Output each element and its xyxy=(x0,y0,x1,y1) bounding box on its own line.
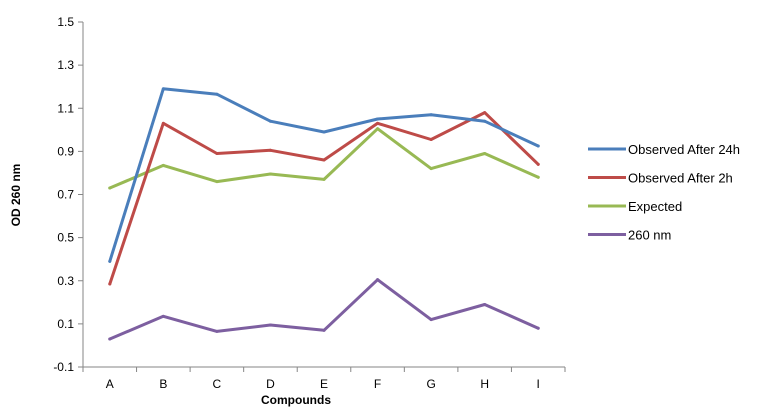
legend-label: Observed After 2h xyxy=(628,171,733,186)
data-point xyxy=(429,113,433,117)
y-axis-ticks: -0.1 0.1 0.3 0.5 0.7 0.9 1.1 1.3 1.5 xyxy=(53,15,83,374)
legend-item: 260 nm xyxy=(588,228,671,243)
x-tick-label: H xyxy=(480,377,489,391)
data-point xyxy=(108,259,112,263)
data-point xyxy=(429,318,433,322)
data-point xyxy=(536,162,540,166)
data-point xyxy=(215,92,219,96)
data-point xyxy=(215,152,219,156)
x-tick-label: F xyxy=(374,377,381,391)
data-point xyxy=(322,177,326,181)
x-tick-label: C xyxy=(213,377,222,391)
x-axis-title: Compounds xyxy=(261,393,331,407)
data-point xyxy=(536,326,540,330)
data-point xyxy=(108,186,112,190)
data-point xyxy=(322,158,326,162)
data-point xyxy=(268,323,272,327)
data-point xyxy=(483,302,487,306)
series-line-1 xyxy=(108,87,540,263)
x-tick-label: A xyxy=(106,377,114,391)
y-tick-label: 0.5 xyxy=(57,231,74,245)
data-point xyxy=(483,119,487,123)
legend-item: Observed After 2h xyxy=(588,171,733,186)
data-point xyxy=(483,152,487,156)
data-point xyxy=(161,87,165,91)
data-point xyxy=(268,172,272,176)
data-point xyxy=(536,144,540,148)
x-tick-label: B xyxy=(159,377,167,391)
y-axis-title: OD 260 nm xyxy=(9,164,23,227)
y-tick-label: 0.1 xyxy=(57,317,74,331)
data-point xyxy=(483,111,487,115)
y-tick-label: 1.3 xyxy=(57,58,74,72)
data-point xyxy=(429,138,433,142)
data-point xyxy=(536,175,540,179)
y-tick-label: -0.1 xyxy=(53,360,74,374)
data-point xyxy=(322,130,326,134)
y-tick-label: 0.9 xyxy=(57,144,74,158)
x-tick-label: E xyxy=(320,377,328,391)
legend-item: Expected xyxy=(588,199,682,214)
data-point xyxy=(161,121,165,125)
x-tick-label: G xyxy=(426,377,435,391)
data-point xyxy=(376,117,380,121)
x-axis-ticks: A B C D E F G H I xyxy=(82,367,566,391)
legend: Observed After 24h Observed After 2h Expec… xyxy=(588,142,740,243)
data-point xyxy=(268,119,272,123)
series-lines xyxy=(108,87,540,341)
y-tick-label: 0.3 xyxy=(57,274,74,288)
data-point xyxy=(429,167,433,171)
data-point xyxy=(268,148,272,152)
y-tick-label: 1.5 xyxy=(57,15,74,29)
data-point xyxy=(322,328,326,332)
x-tick-label: D xyxy=(266,377,275,391)
data-point xyxy=(215,180,219,184)
data-point xyxy=(215,329,219,333)
y-tick-label: 0.7 xyxy=(57,188,74,202)
data-point xyxy=(161,314,165,318)
series-line-2 xyxy=(108,111,540,286)
x-tick-label: I xyxy=(537,377,540,391)
legend-label: Expected xyxy=(628,199,682,214)
legend-item: Observed After 24h xyxy=(588,142,740,157)
y-tick-label: 1.1 xyxy=(57,101,74,115)
data-point xyxy=(376,121,380,125)
data-point xyxy=(108,337,112,341)
data-point xyxy=(108,282,112,286)
legend-label: Observed After 24h xyxy=(628,142,740,157)
data-point xyxy=(376,278,380,282)
legend-label: 260 nm xyxy=(628,228,671,243)
data-point xyxy=(161,163,165,167)
data-point xyxy=(376,127,380,131)
